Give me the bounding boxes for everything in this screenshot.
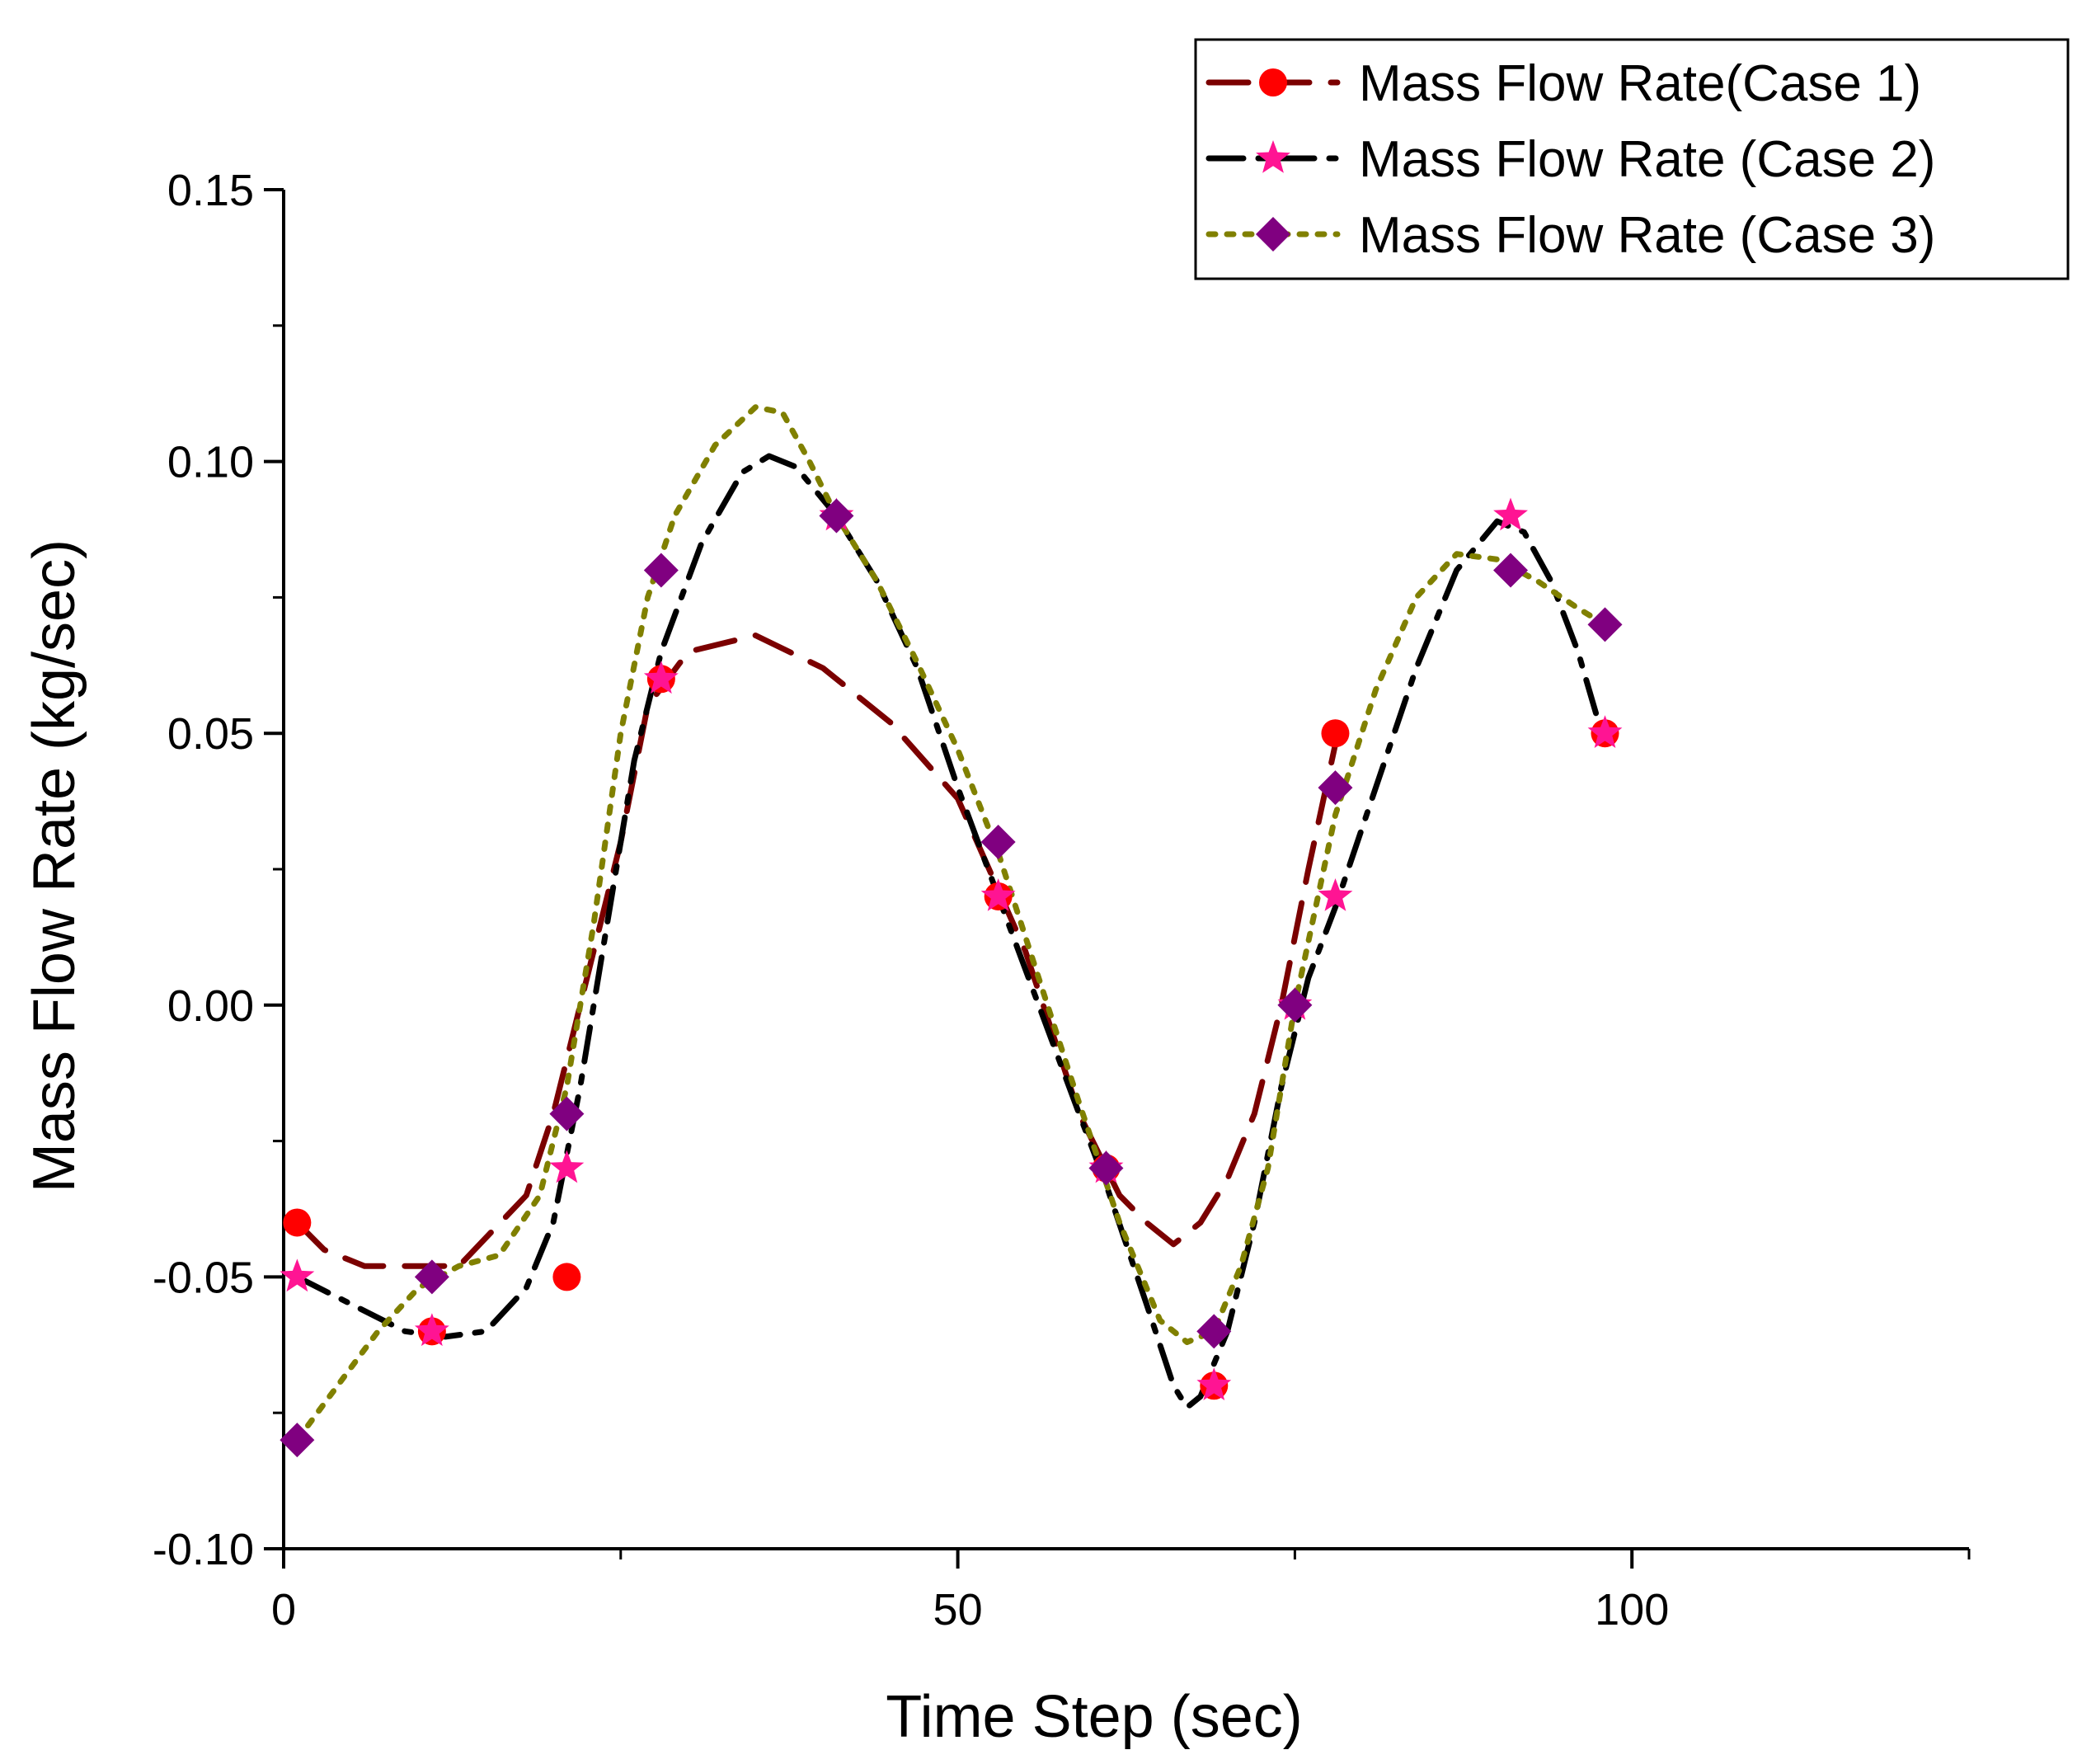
data-point-case-3 <box>414 1259 449 1295</box>
data-point-case-2 <box>549 1150 585 1183</box>
data-point-case-1 <box>283 1208 312 1237</box>
data-point-case-2 <box>1587 715 1623 748</box>
series-line-case-1 <box>294 633 1338 1269</box>
data-point-case-3 <box>1587 607 1623 642</box>
data-point-case-2 <box>643 661 679 694</box>
y-tick-label: -0.10 <box>153 1525 254 1574</box>
data-point-case-1 <box>552 1263 581 1291</box>
markers-case-3 <box>280 498 1623 1458</box>
legend-marker-case-3 <box>1256 217 1290 252</box>
data-point-case-3 <box>819 498 854 534</box>
y-axis-title: Mass Flow Rate (kg/sec) <box>21 539 87 1192</box>
data-point-case-2 <box>1493 497 1528 531</box>
y-tick-label: 0.00 <box>167 981 254 1031</box>
data-point-case-3 <box>980 825 1016 860</box>
data-point-case-3 <box>1277 987 1313 1023</box>
data-point-case-3 <box>643 553 679 588</box>
data-point-case-3 <box>1196 1314 1232 1349</box>
data-point-case-1 <box>1321 719 1350 748</box>
y-tick-label: 0.15 <box>167 166 254 215</box>
x-tick-label: 100 <box>1595 1585 1669 1635</box>
legend-box <box>1194 38 2070 280</box>
markers-case-2 <box>280 497 1623 1400</box>
data-point-case-2 <box>1196 1367 1232 1400</box>
x-tick-label: 50 <box>933 1585 983 1635</box>
x-axis-title: Time Step (sec) <box>886 1684 1302 1750</box>
data-point-case-2 <box>280 1258 315 1292</box>
data-point-case-3 <box>1493 553 1529 588</box>
data-point-case-3 <box>1318 770 1353 806</box>
data-point-case-2 <box>980 878 1016 911</box>
series-case-2 <box>294 453 1608 1411</box>
series-case-3 <box>294 404 1608 1443</box>
data-point-case-3 <box>549 1096 585 1131</box>
y-tick-label: 0.10 <box>167 438 254 487</box>
data-point-case-2 <box>1318 878 1353 911</box>
series-case-1 <box>294 633 1338 1269</box>
axes: -0.10 -0.05 0.00 0.05 0.10 0.15 0 50 100 <box>153 166 1971 1635</box>
series-layer <box>280 404 1623 1458</box>
data-point-case-3 <box>1088 1150 1124 1186</box>
y-tick-label: -0.05 <box>153 1253 254 1302</box>
y-tick-label: 0.05 <box>167 709 254 759</box>
legend: Mass Flow Rate(Case 1) Mass Flow Rate (Ca… <box>1194 38 2070 280</box>
data-point-case-2 <box>414 1313 449 1347</box>
series-line-case-3 <box>294 404 1608 1443</box>
legend-marker-case-1 <box>1259 68 1287 96</box>
legend-label-case-3: Mass Flow Rate (Case 3) <box>1359 207 1935 264</box>
legend-label-case-2: Mass Flow Rate (Case 2) <box>1359 131 1935 188</box>
series-line-case-2 <box>294 453 1608 1411</box>
legend-marker-case-2 <box>1256 140 1290 173</box>
x-tick-label: 0 <box>271 1585 296 1635</box>
data-point-case-3 <box>280 1423 315 1458</box>
legend-label-case-1: Mass Flow Rate(Case 1) <box>1359 55 1921 112</box>
